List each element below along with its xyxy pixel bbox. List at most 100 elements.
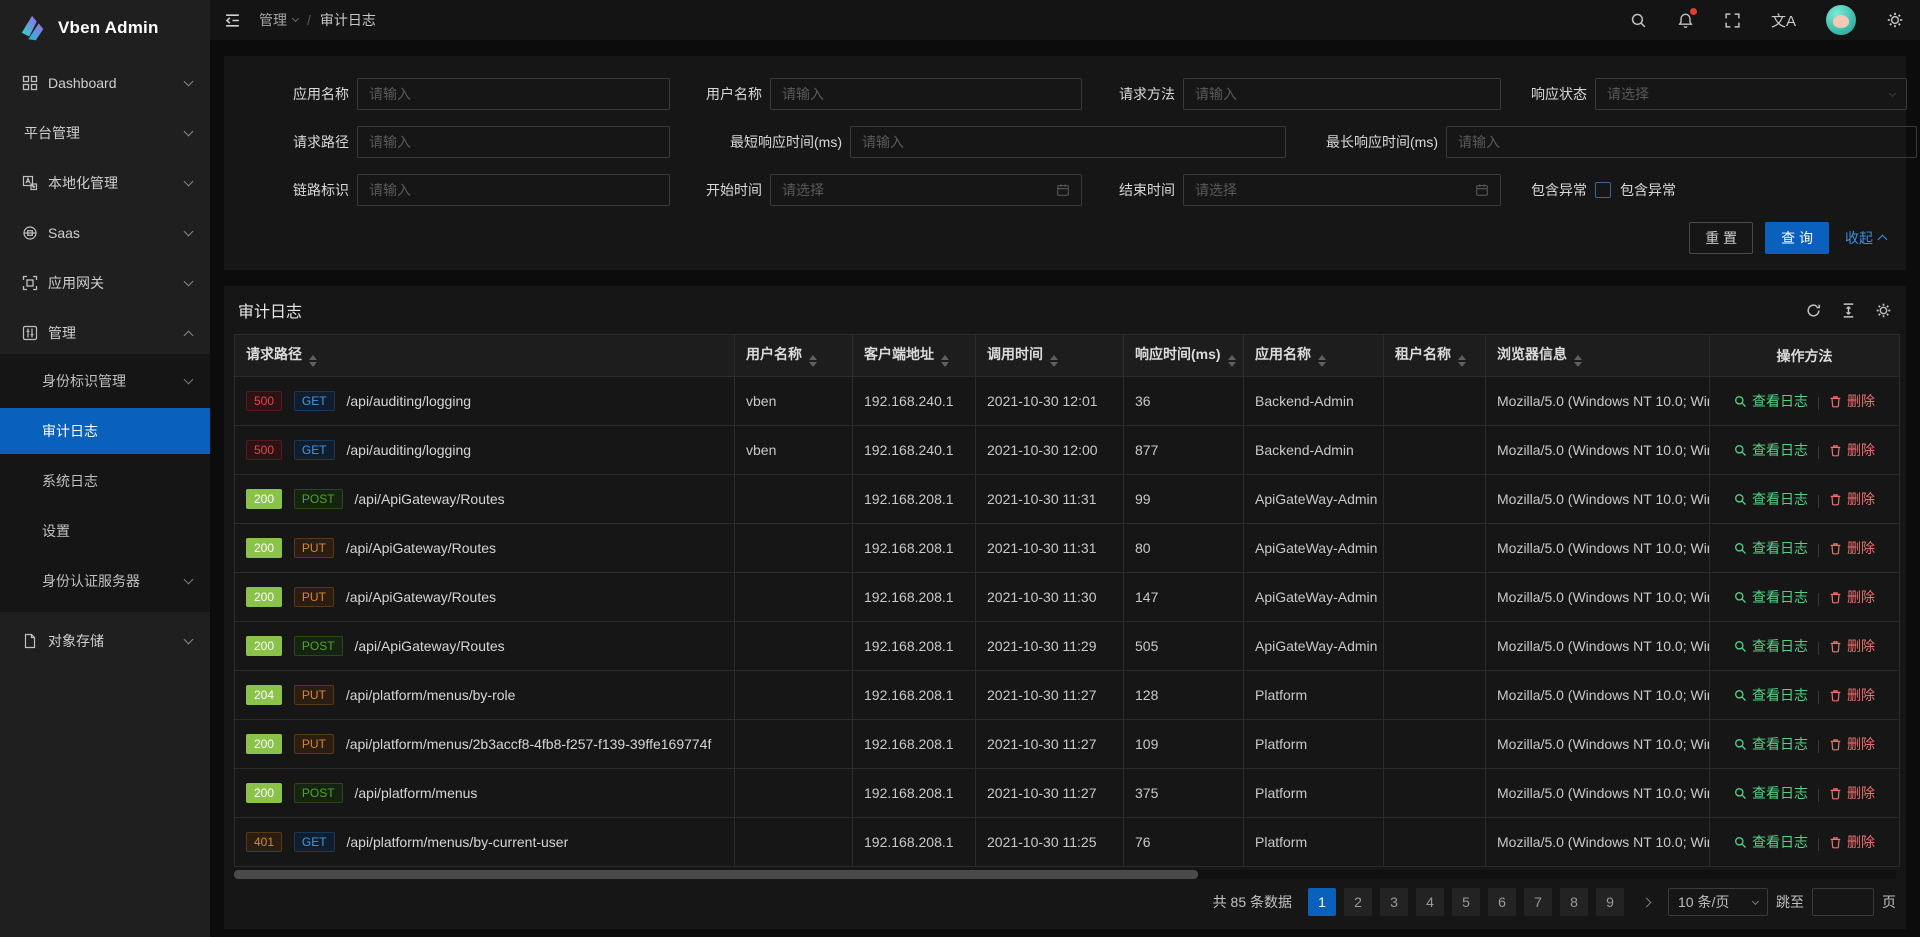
next-page-button[interactable] [1632, 888, 1660, 916]
user-name-input[interactable] [770, 78, 1082, 110]
cell-actions: 查看日志 删除 [1709, 376, 1900, 426]
column-header[interactable]: 客户端地址 [852, 334, 976, 377]
page-button[interactable]: 3 [1380, 888, 1408, 916]
page-button[interactable]: 8 [1560, 888, 1588, 916]
sidebar-item-object-storage[interactable]: 对象存储 [0, 620, 210, 662]
delete-button[interactable]: 删除 [1829, 587, 1875, 607]
column-header[interactable]: 应用名称 [1243, 334, 1384, 377]
view-log-button[interactable]: 查看日志 [1734, 734, 1808, 754]
view-log-button[interactable]: 查看日志 [1734, 783, 1808, 803]
delete-button[interactable]: 删除 [1829, 636, 1875, 656]
cell-app-name: Platform [1243, 817, 1384, 867]
sidebar-item-audit-logs[interactable]: 审计日志 [0, 408, 210, 454]
column-header[interactable]: 响应时间(ms) [1123, 334, 1244, 377]
sidebar-item-system-logs[interactable]: 系统日志 [42, 473, 98, 489]
status-badge: 401 [246, 832, 283, 852]
start-time-datepicker[interactable]: 请选择 [770, 174, 1082, 206]
sort-icon[interactable] [1227, 355, 1236, 367]
sort-icon[interactable] [1574, 355, 1582, 367]
column-header[interactable]: 租户名称 [1383, 334, 1486, 377]
filter-label-user-name: 用户名称 [706, 86, 762, 102]
sort-icon[interactable] [309, 355, 317, 367]
search-icon[interactable] [1630, 12, 1647, 29]
view-log-button[interactable]: 查看日志 [1734, 538, 1808, 558]
sidebar-item-identity-server[interactable]: 身份认证服务器 [0, 558, 210, 604]
jump-page-input[interactable] [1812, 888, 1874, 916]
sort-icon[interactable] [1458, 355, 1466, 367]
scrollbar-thumb[interactable] [234, 870, 1198, 879]
cell-client-ip: 192.168.208.1 [852, 621, 976, 671]
view-log-button[interactable]: 查看日志 [1734, 685, 1808, 705]
sidebar-item-dashboard[interactable]: Dashboard [0, 62, 210, 104]
max-response-time-input[interactable] [1446, 126, 1917, 158]
fullscreen-icon[interactable] [1724, 12, 1741, 29]
delete-button[interactable]: 删除 [1829, 685, 1875, 705]
sidebar-item-gateway[interactable]: 应用网关 [0, 262, 210, 304]
menu-fold-icon[interactable] [224, 12, 241, 29]
row-height-icon[interactable] [1840, 302, 1857, 319]
notification-bell-icon[interactable] [1677, 7, 1697, 29]
view-log-button[interactable]: 查看日志 [1734, 391, 1808, 411]
page-button[interactable]: 2 [1344, 888, 1372, 916]
page-size-select[interactable]: 10 条/页 [1668, 888, 1768, 916]
page-button[interactable]: 7 [1524, 888, 1552, 916]
column-header[interactable]: 用户名称 [734, 334, 853, 377]
page-button[interactable]: 1 [1308, 888, 1336, 916]
end-time-datepicker[interactable]: 请选择 [1183, 174, 1501, 206]
query-button[interactable]: 查 询 [1765, 222, 1829, 254]
delete-button[interactable]: 删除 [1829, 832, 1875, 852]
view-log-button[interactable]: 查看日志 [1734, 489, 1808, 509]
delete-button[interactable]: 删除 [1829, 489, 1875, 509]
view-log-button[interactable]: 查看日志 [1734, 587, 1808, 607]
breadcrumb-parent[interactable]: 管理 [259, 10, 300, 30]
table-settings-gear-icon[interactable] [1875, 302, 1892, 319]
gear-icon[interactable] [1886, 11, 1904, 29]
trace-id-input[interactable] [357, 174, 670, 206]
cell-call-time: 2021-10-30 12:00 [975, 425, 1124, 475]
sidebar-item-identity-management[interactable]: 身份标识管理 [0, 358, 210, 404]
sort-icon[interactable] [941, 355, 949, 367]
sort-icon[interactable] [809, 355, 817, 367]
chevron-down-icon [1888, 89, 1897, 97]
http-method-input[interactable] [1183, 78, 1501, 110]
delete-button[interactable]: 删除 [1829, 734, 1875, 754]
sidebar-item-settings[interactable]: 设置 [42, 523, 70, 539]
page-button[interactable]: 4 [1416, 888, 1444, 916]
sidebar-item-saas[interactable]: Saas [0, 212, 210, 254]
sidebar-item-localization[interactable]: 本地化管理 [0, 162, 210, 204]
has-exception-checkbox[interactable] [1595, 182, 1611, 198]
page-button[interactable]: 5 [1452, 888, 1480, 916]
reset-button[interactable]: 重 置 [1689, 222, 1754, 254]
delete-button[interactable]: 删除 [1829, 440, 1875, 460]
column-header[interactable]: 调用时间 [975, 334, 1124, 377]
refresh-icon[interactable] [1805, 302, 1822, 319]
view-log-button[interactable]: 查看日志 [1734, 832, 1808, 852]
cell-response-ms: 147 [1123, 572, 1244, 622]
sidebar-item-admin[interactable]: 管理 [0, 312, 210, 354]
request-path-input[interactable] [357, 126, 670, 158]
cell-tenant [1383, 572, 1486, 622]
response-status-select[interactable]: 请选择 [1595, 78, 1907, 110]
page-button[interactable]: 6 [1488, 888, 1516, 916]
logo[interactable]: Vben Admin [0, 0, 210, 56]
collapse-filter-link[interactable]: 收起 [1845, 228, 1888, 248]
sidebar-item-platform[interactable]: 平台管理 [0, 112, 210, 154]
pagination-total: 共 85 条数据 [1212, 894, 1292, 910]
sort-icon[interactable] [1050, 355, 1058, 367]
column-header[interactable]: 浏览器信息 [1485, 334, 1710, 377]
cell-actions: 查看日志 删除 [1709, 719, 1900, 769]
app-name-input[interactable] [357, 78, 670, 110]
delete-button[interactable]: 删除 [1829, 538, 1875, 558]
avatar[interactable] [1826, 5, 1856, 35]
sort-icon[interactable] [1318, 355, 1326, 367]
min-response-time-input[interactable] [850, 126, 1286, 158]
view-log-button[interactable]: 查看日志 [1734, 636, 1808, 656]
view-log-button[interactable]: 查看日志 [1734, 440, 1808, 460]
delete-button[interactable]: 删除 [1829, 783, 1875, 803]
status-badge: 200 [246, 734, 283, 754]
page-button[interactable]: 9 [1596, 888, 1624, 916]
delete-button[interactable]: 删除 [1829, 391, 1875, 411]
column-header[interactable]: 操作方法 [1709, 334, 1900, 377]
column-header[interactable]: 请求路径 [234, 334, 735, 377]
translate-icon[interactable]: 文A [1770, 12, 1796, 30]
